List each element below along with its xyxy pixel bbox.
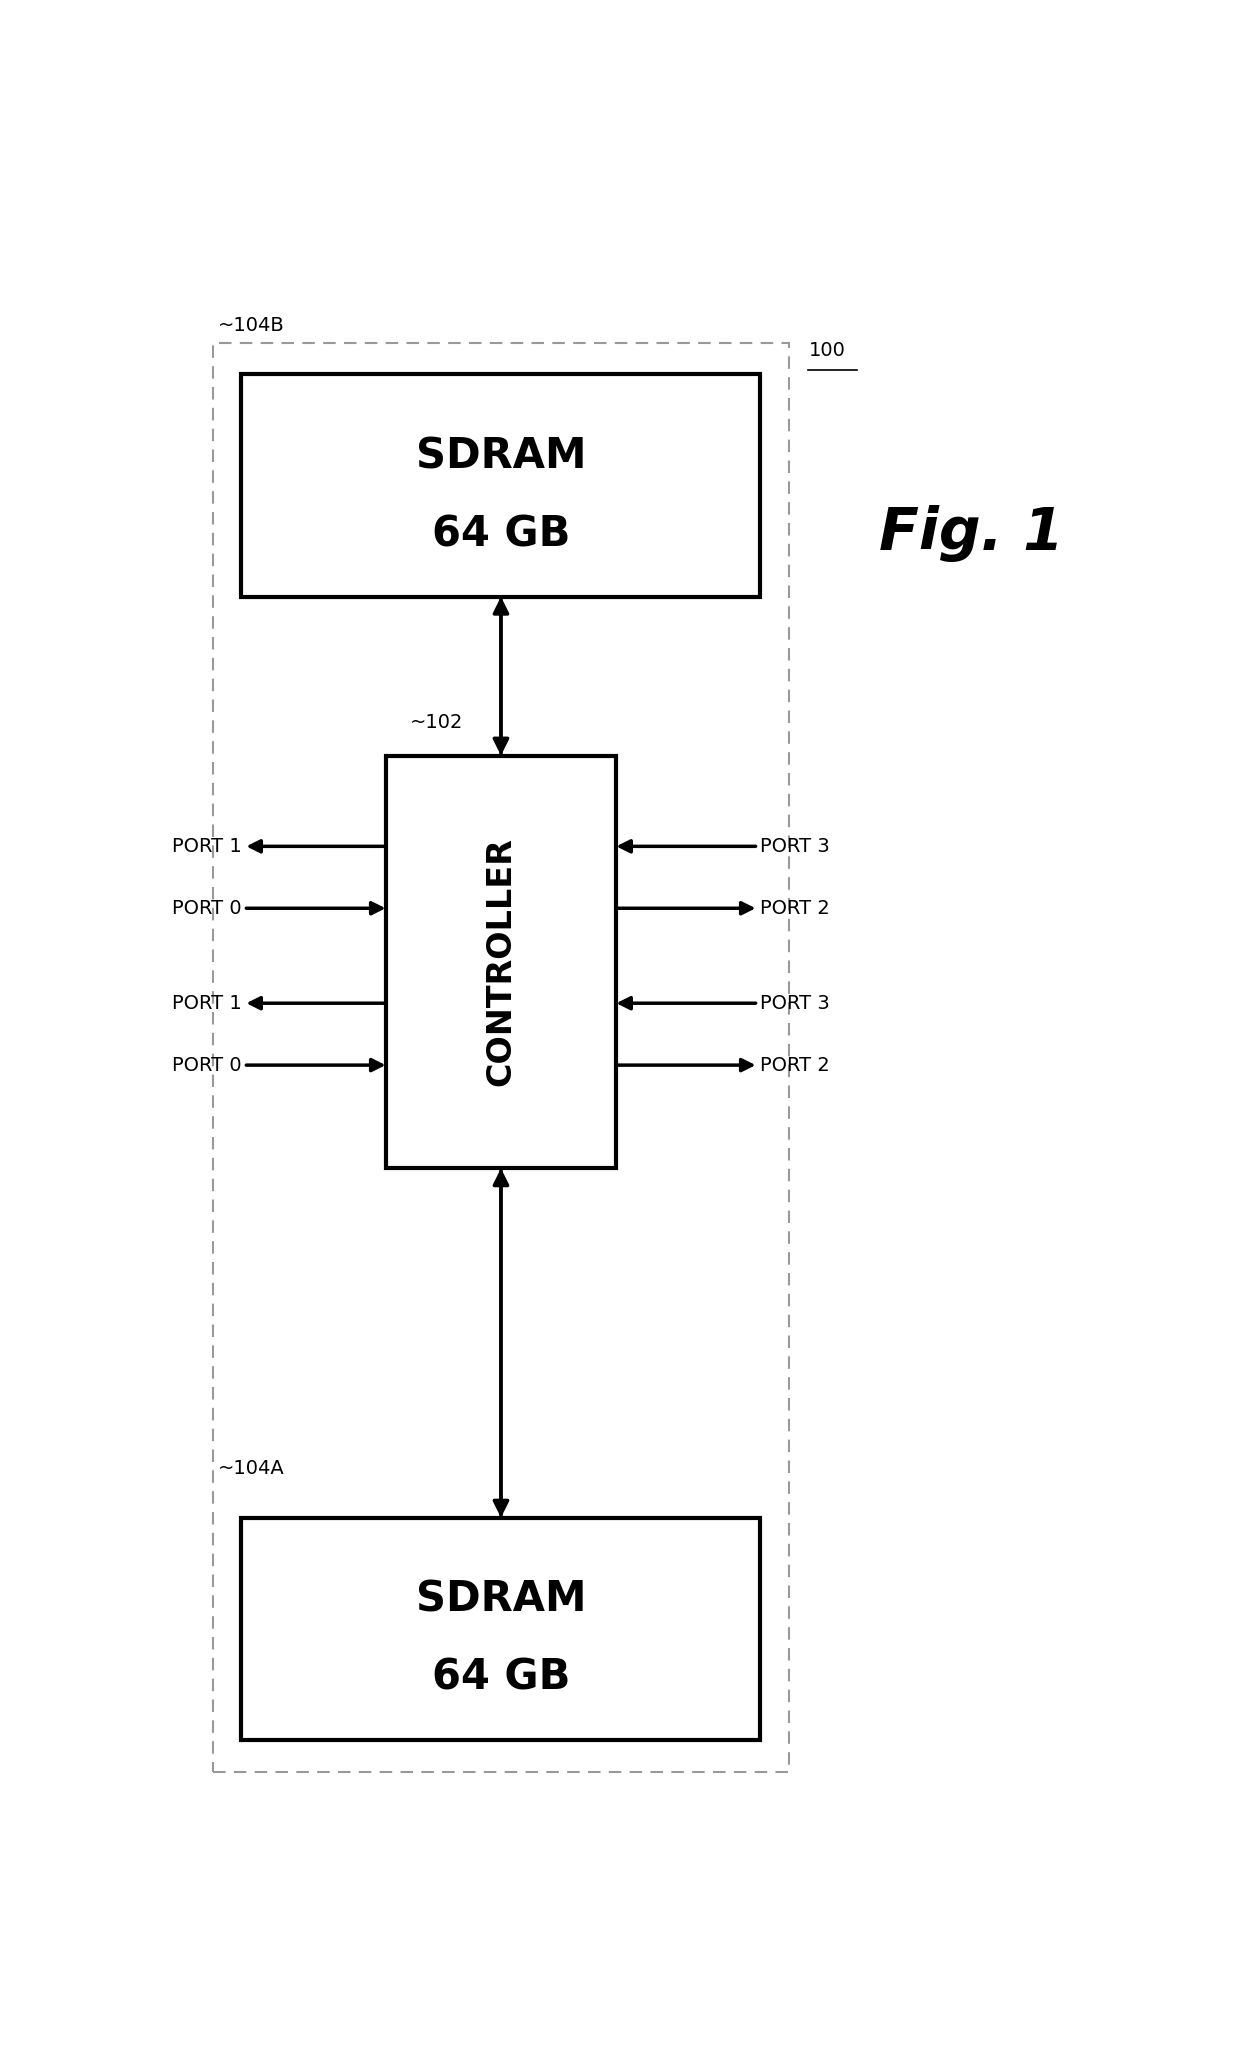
Text: PORT 0: PORT 0 <box>172 1056 242 1074</box>
Bar <box>242 375 760 596</box>
Text: PORT 1: PORT 1 <box>171 837 242 856</box>
Text: PORT 2: PORT 2 <box>760 899 831 918</box>
Text: 100: 100 <box>808 340 846 361</box>
Text: CONTROLLER: CONTROLLER <box>485 837 517 1087</box>
Bar <box>213 342 789 1771</box>
Text: PORT 3: PORT 3 <box>760 994 831 1012</box>
Text: PORT 1: PORT 1 <box>171 994 242 1012</box>
Text: PORT 2: PORT 2 <box>760 1056 831 1074</box>
Text: 64 GB: 64 GB <box>432 513 570 555</box>
Text: 64 GB: 64 GB <box>432 1656 570 1699</box>
Text: SDRAM: SDRAM <box>415 1579 587 1621</box>
Text: ~104B: ~104B <box>217 315 284 334</box>
Text: ~104A: ~104A <box>217 1460 284 1478</box>
Bar <box>386 755 616 1169</box>
Text: Fig. 1: Fig. 1 <box>879 505 1064 561</box>
Bar <box>242 1518 760 1740</box>
Text: ~102: ~102 <box>409 713 463 732</box>
Text: PORT 0: PORT 0 <box>172 899 242 918</box>
Text: SDRAM: SDRAM <box>415 435 587 478</box>
Text: PORT 3: PORT 3 <box>760 837 831 856</box>
